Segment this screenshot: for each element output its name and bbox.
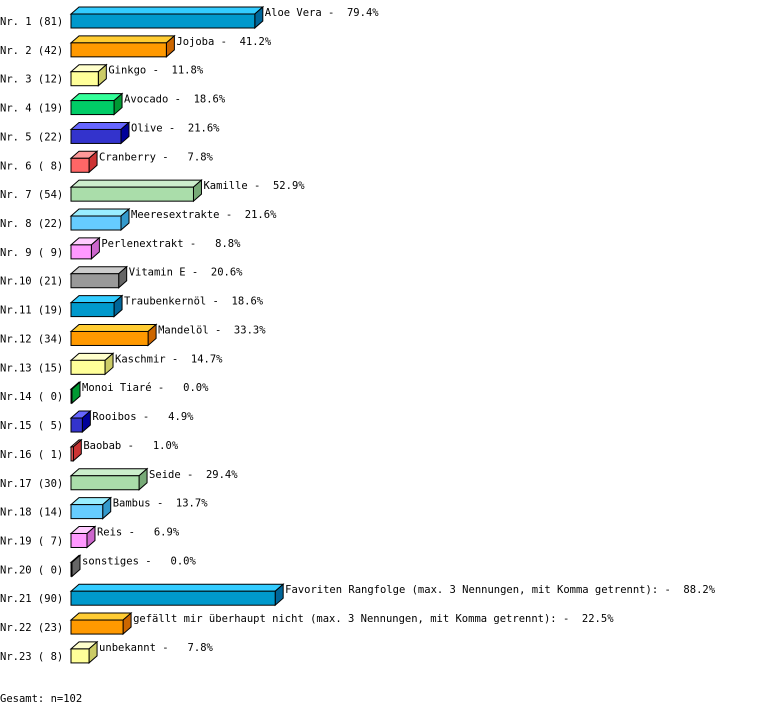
row-label: Nr.11 (19) xyxy=(0,305,63,317)
bar-value-label: Kaschmir - 14.7% xyxy=(115,353,223,365)
row-label: Nr. 2 (42) xyxy=(0,45,63,57)
bar xyxy=(70,100,115,116)
bar-value-label: Mandelöl - 33.3% xyxy=(158,324,266,336)
bar-value-label: Avocado - 18.6% xyxy=(124,94,226,106)
bar xyxy=(70,244,92,260)
bar xyxy=(70,590,276,606)
bar-value-label: Reis - 6.9% xyxy=(97,526,180,538)
row-label: Nr. 6 ( 8) xyxy=(0,160,63,172)
row-label: Nr.19 ( 7) xyxy=(0,535,63,547)
bar xyxy=(70,42,167,58)
bar-side xyxy=(72,438,82,463)
bar-top xyxy=(69,323,158,332)
bar-value-label: gefällt mir überhaupt nicht (max. 3 Nenn… xyxy=(133,613,614,625)
row-label: Nr. 7 (54) xyxy=(0,189,63,201)
row-label: Nr.21 (90) xyxy=(0,593,63,605)
bar xyxy=(70,330,149,346)
row-label: Nr.17 (30) xyxy=(0,478,63,490)
bar-top xyxy=(69,583,285,592)
bar-top xyxy=(69,266,129,275)
row-label: Nr.10 (21) xyxy=(0,276,63,288)
bar xyxy=(70,561,73,577)
row-label: Nr. 5 (22) xyxy=(0,131,63,143)
bar xyxy=(70,446,74,462)
bar-top xyxy=(69,295,124,304)
bar-value-label: Olive - 21.6% xyxy=(131,122,220,134)
bar-value-label: Ginkgo - 11.8% xyxy=(108,65,204,77)
bar-top xyxy=(69,6,265,15)
bar-value-label: Jojoba - 41.2% xyxy=(176,36,272,48)
bar-value-label: Aloe Vera - 79.4% xyxy=(265,7,379,19)
row-label: Nr. 8 (22) xyxy=(0,218,63,230)
bar-value-label: Traubenkernöl - 18.6% xyxy=(124,296,264,308)
bar xyxy=(70,71,99,87)
row-label: Nr. 3 (12) xyxy=(0,74,63,86)
row-label: Nr.16 ( 1) xyxy=(0,449,63,461)
bar-side xyxy=(71,554,81,578)
bar-value-label: Seide - 29.4% xyxy=(149,469,238,481)
bar xyxy=(70,302,115,318)
bar-top xyxy=(69,121,131,130)
bar xyxy=(70,13,256,29)
bar-top xyxy=(69,93,124,102)
row-label: Nr. 4 (19) xyxy=(0,103,63,115)
bar-value-label: sonstiges - 0.0% xyxy=(82,555,196,567)
bar-value-label: Monoi Tiaré - 0.0% xyxy=(82,382,209,394)
bar-value-label: Rooibos - 4.9% xyxy=(92,411,194,423)
row-label: Nr.22 (23) xyxy=(0,622,63,634)
bar-value-label: Vitamin E - 20.6% xyxy=(129,267,243,279)
bars-group: Nr. 1 (81) Aloe Vera - 79.4% Nr. 2 (42) Joj… xyxy=(0,5,716,665)
bar-top xyxy=(69,612,133,621)
bar-top xyxy=(69,35,176,44)
bar-top xyxy=(69,179,203,188)
row-label: Nr.13 (15) xyxy=(0,362,63,374)
bar xyxy=(70,619,124,635)
row-label: Nr.18 (14) xyxy=(0,507,63,519)
row-label: Nr.15 ( 5) xyxy=(0,420,63,432)
bar-value-label: unbekannt - 7.8% xyxy=(99,642,213,654)
row-label: Nr.23 ( 8) xyxy=(0,651,63,663)
bar xyxy=(70,186,194,202)
total-footer: Gesamt: n=102 xyxy=(0,693,82,705)
row-label: Nr. 1 (81) xyxy=(0,16,63,28)
bar-value-label: Meeresextrakte - 21.6% xyxy=(131,209,277,221)
bar-value-label: Baobab - 1.0% xyxy=(83,440,179,452)
bar-value-label: Kamille - 52.9% xyxy=(203,180,305,192)
row-label: Nr. 9 ( 9) xyxy=(0,247,63,259)
bar xyxy=(70,128,122,144)
bar-value-label: Bambus - 13.7% xyxy=(113,498,209,510)
bar-value-label: Favoriten Rangfolge (max. 3 Nennungen, m… xyxy=(285,584,716,596)
bar xyxy=(70,475,140,491)
bar-value-label: Cranberry - 7.8% xyxy=(99,151,213,163)
bar xyxy=(70,157,90,173)
bar xyxy=(70,388,73,404)
bar xyxy=(70,417,83,433)
row-label: Nr.20 ( 0) xyxy=(0,564,63,576)
bar xyxy=(70,504,104,520)
bar-value-label: Perlenextrakt - 8.8% xyxy=(101,238,241,250)
bar xyxy=(70,273,120,289)
row-label: Nr.14 ( 0) xyxy=(0,391,63,403)
bar-side xyxy=(71,381,81,405)
row-label: Nr.12 (34) xyxy=(0,333,63,345)
bar-top xyxy=(69,208,131,217)
bar xyxy=(70,532,88,548)
bar-top xyxy=(69,468,149,477)
bar xyxy=(70,359,106,375)
bar xyxy=(70,648,90,664)
bar xyxy=(70,215,122,231)
